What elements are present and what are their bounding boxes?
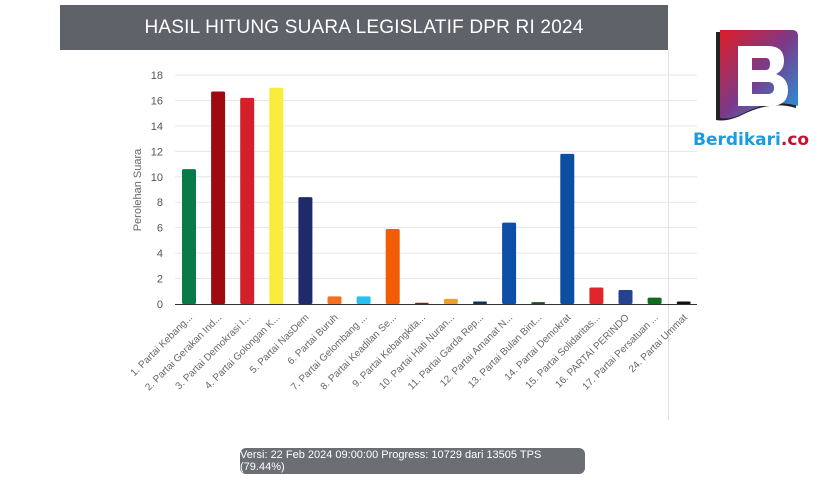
y-tick-label: 10: [151, 172, 163, 184]
y-tick-label: 6: [157, 223, 163, 235]
bar: [182, 169, 196, 304]
berdikari-logo: [690, 28, 830, 153]
bar: [502, 222, 517, 304]
bar: [414, 302, 429, 304]
bar: [589, 287, 604, 304]
bar: [211, 91, 226, 305]
chart-title: HASIL HITUNG SUARA LEGISLATIF DPR RI 202…: [60, 5, 668, 50]
y-tick-label: 4: [157, 248, 163, 260]
bar: [560, 153, 575, 304]
logo-text-suffix: .co: [780, 130, 810, 150]
bar: [676, 301, 691, 304]
panel-divider: [668, 50, 669, 420]
y-tick-label: 14: [151, 121, 163, 133]
x-tick-label: 6. Partai Buruh: [286, 312, 341, 367]
bar: [240, 97, 255, 305]
bar: [647, 297, 662, 304]
y-tick-label: 18: [151, 70, 163, 82]
y-axis-label: Perolehan Suara: [132, 148, 144, 231]
bar: [269, 87, 284, 304]
bar: [327, 296, 342, 304]
bar: [356, 296, 371, 304]
y-tick-label: 12: [151, 146, 163, 158]
y-tick-label: 2: [157, 274, 163, 286]
bar: [385, 228, 400, 304]
bar: [618, 290, 633, 304]
logo-wordmark: Berdikari.co: [693, 130, 809, 150]
logo-text-main: Berdikari: [693, 130, 781, 150]
y-tick-label: 8: [157, 197, 163, 209]
bar: [443, 298, 458, 304]
bar: [531, 302, 546, 304]
bar: [473, 301, 487, 304]
bar: [298, 197, 313, 304]
y-tick-label: 16: [151, 95, 163, 107]
y-tick-label: 0: [157, 299, 163, 311]
progress-status: Versi: 22 Feb 2024 09:00:00 Progress: 10…: [240, 448, 585, 474]
